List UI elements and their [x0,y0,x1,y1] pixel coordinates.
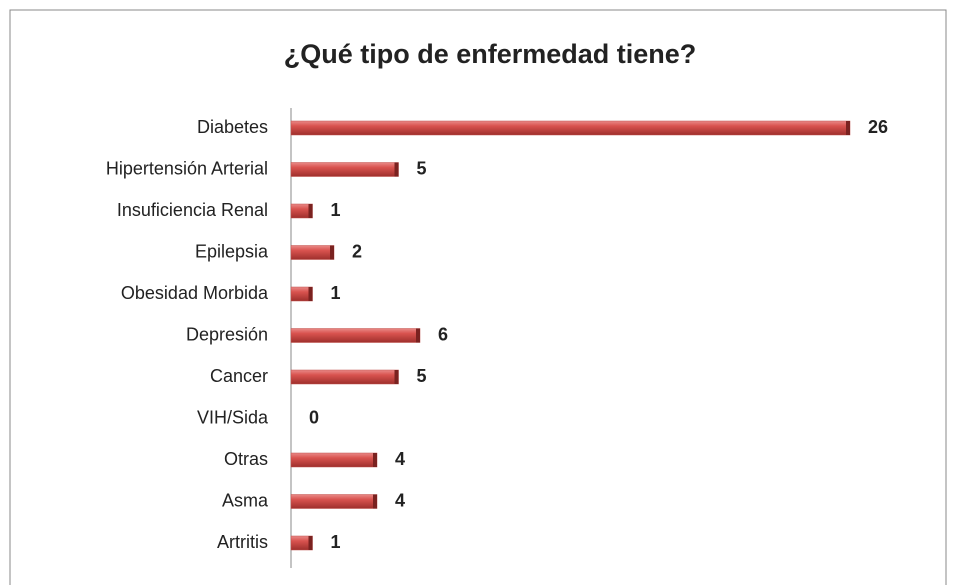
bar [290,369,399,385]
category-label: Depresión [186,324,268,344]
chart-title: ¿Qué tipo de enfermedad tiene? [284,39,697,69]
value-label: 26 [868,117,888,137]
category-label: VIH/Sida [197,407,269,427]
bar [290,162,399,177]
value-label: 1 [331,283,341,303]
bar-cap [373,494,377,509]
value-label: 5 [417,366,427,386]
bar-cap [394,162,399,177]
value-label: 1 [331,200,341,220]
value-label: 5 [417,158,427,178]
bar-cap [373,453,377,467]
category-label: Hipertensión Arterial [106,158,268,178]
category-label: Cancer [210,366,268,386]
category-label: Artritis [217,532,268,552]
bar [290,245,335,260]
bar-cap [394,370,399,384]
bar [290,452,378,468]
category-label: Asma [222,490,269,510]
value-label: 0 [309,407,319,427]
value-label: 4 [395,449,405,469]
value-label: 4 [395,490,405,510]
bar-cap [846,121,850,135]
chart-border [9,9,947,585]
bar-cap [416,328,420,343]
category-label: Epilepsia [195,241,269,261]
bar [290,494,378,509]
category-label: Otras [224,449,268,469]
bar [290,120,851,136]
value-label: 2 [352,241,362,261]
category-label: Obesidad Morbida [121,283,269,303]
value-label: 1 [331,532,341,552]
category-label: Insuficiencia Renal [117,200,268,220]
bar-cap [308,204,313,218]
category-label: Diabetes [197,117,268,137]
bar-cap [330,245,334,260]
value-label: 6 [438,324,448,344]
bar-cap [308,287,313,301]
bar-cap [308,536,313,550]
bar [290,328,421,343]
